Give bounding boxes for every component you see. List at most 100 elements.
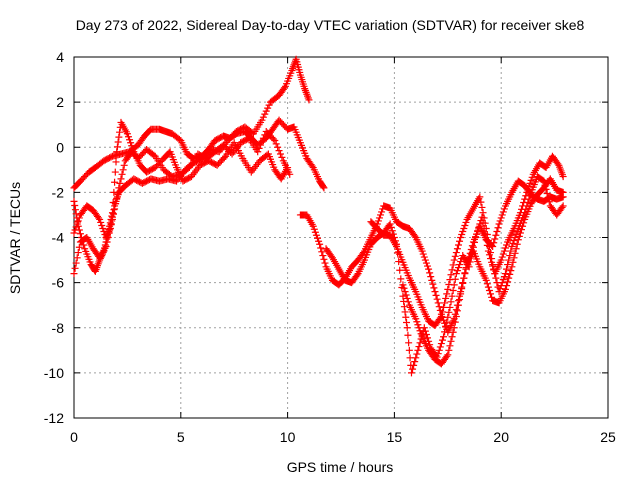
data-point — [451, 252, 459, 260]
y-tick-label: -2 — [52, 184, 65, 200]
data-point — [111, 205, 119, 213]
data-point — [70, 229, 78, 237]
data-point — [416, 339, 424, 347]
data-point — [506, 252, 514, 260]
data-point — [485, 243, 493, 251]
data-point — [460, 274, 468, 282]
data-point — [75, 243, 83, 251]
data-point — [377, 211, 385, 219]
data-point — [72, 259, 80, 267]
data-point — [457, 290, 465, 298]
data-point — [427, 273, 435, 281]
data-point — [436, 343, 444, 351]
data-point — [496, 285, 504, 293]
data-point — [422, 259, 430, 267]
data-point — [440, 333, 448, 341]
data-point — [494, 224, 502, 232]
data-points — [70, 55, 567, 377]
data-point — [448, 292, 456, 300]
data-point — [437, 340, 445, 348]
data-point — [453, 245, 461, 253]
data-point — [315, 237, 323, 245]
data-point — [424, 334, 432, 342]
data-point — [311, 228, 319, 236]
data-point — [461, 269, 469, 277]
data-point — [388, 227, 396, 235]
data-point — [117, 175, 125, 183]
data-point — [98, 221, 106, 229]
data-point — [317, 244, 325, 252]
data-point — [278, 153, 286, 161]
data-point — [320, 255, 328, 263]
data-point — [445, 281, 453, 289]
data-point — [456, 237, 464, 245]
data-point — [316, 240, 324, 248]
data-point — [497, 214, 505, 222]
data-point — [488, 255, 496, 263]
data-point — [544, 194, 552, 202]
data-point — [449, 328, 457, 336]
data-point — [258, 116, 266, 124]
data-point — [513, 240, 521, 248]
data-point — [286, 170, 294, 178]
x-tick-label: 10 — [280, 429, 296, 445]
data-point — [559, 188, 567, 196]
series-track-b — [70, 55, 313, 241]
data-point — [407, 369, 415, 377]
data-point — [75, 226, 83, 234]
data-point — [124, 133, 132, 141]
data-point — [485, 287, 493, 295]
data-point — [113, 148, 121, 156]
y-axis-label: SDTVAR / TECUs — [7, 182, 23, 294]
series-track-d — [70, 127, 294, 278]
data-point — [103, 238, 111, 246]
series-track-f — [322, 152, 567, 377]
data-point — [507, 247, 515, 255]
data-point — [516, 229, 524, 237]
data-point — [73, 214, 81, 222]
data-point — [399, 292, 407, 300]
data-point — [474, 227, 482, 235]
data-point — [448, 266, 456, 274]
data-point — [509, 258, 517, 266]
data-point — [447, 298, 455, 306]
data-point — [280, 84, 288, 92]
data-point — [508, 263, 516, 271]
data-point — [272, 140, 280, 148]
y-tick-label: -8 — [52, 320, 65, 336]
data-point — [276, 150, 284, 158]
data-point — [489, 261, 497, 269]
data-point — [114, 138, 122, 146]
data-point — [447, 337, 455, 345]
data-point — [488, 293, 496, 301]
data-point — [449, 287, 457, 295]
data-point — [443, 352, 451, 360]
data-point — [102, 243, 110, 251]
data-point — [116, 179, 124, 187]
data-point — [510, 254, 518, 262]
data-point — [424, 262, 432, 270]
data-point — [74, 249, 82, 257]
data-point — [110, 188, 118, 196]
data-point — [112, 158, 120, 166]
data-point — [450, 256, 458, 264]
data-point — [410, 361, 418, 369]
data-point — [220, 154, 228, 162]
data-point — [123, 130, 131, 138]
data-point — [414, 321, 422, 329]
data-point — [274, 143, 282, 151]
data-point — [429, 280, 437, 288]
data-point — [71, 206, 79, 214]
data-point — [386, 220, 394, 228]
data-point — [482, 224, 490, 232]
data-point — [434, 299, 442, 307]
data-point — [509, 240, 517, 248]
data-point — [417, 330, 425, 338]
data-point — [262, 107, 270, 115]
data-point — [72, 210, 80, 218]
data-point — [415, 324, 423, 332]
data-point — [275, 147, 283, 155]
series-track-h — [399, 175, 567, 368]
data-point — [416, 327, 424, 335]
